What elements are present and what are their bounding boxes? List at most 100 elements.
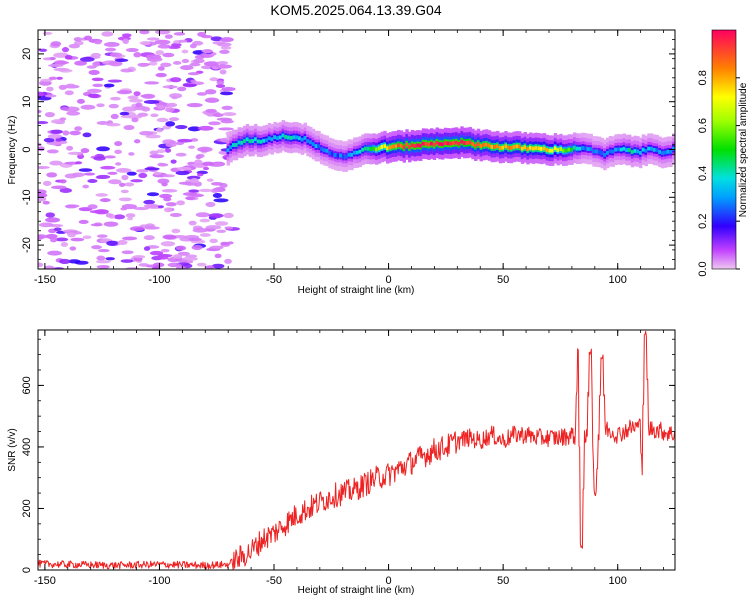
ridge-cell (256, 139, 261, 144)
noise-blob (197, 146, 213, 152)
ridge-cell (342, 154, 346, 159)
ridge-cell (375, 147, 379, 152)
noise-blob (47, 250, 62, 256)
noise-blob (168, 117, 180, 122)
noise-blob (219, 69, 227, 75)
ridge-cell (328, 151, 332, 155)
noise-blob (120, 189, 129, 194)
noise-blob (169, 212, 182, 217)
noise-blob (122, 38, 130, 44)
ridge-cell (361, 147, 365, 152)
ridge-cell (534, 146, 538, 150)
noise-blob (220, 37, 234, 43)
ridge-cell (581, 146, 585, 150)
noise-blob (141, 106, 151, 112)
noise-blob (222, 112, 237, 117)
ridge-cell (254, 137, 258, 142)
noise-blob (216, 80, 225, 85)
ridge-cell (652, 147, 657, 152)
ridge-cell (388, 145, 393, 150)
noise-blob (191, 244, 203, 251)
noise-blob (213, 198, 229, 203)
ridge-cell (496, 144, 500, 149)
noise-blob (165, 107, 175, 113)
noise-blob (139, 131, 154, 136)
noise-blob (107, 171, 118, 175)
noise-blob (123, 125, 135, 131)
ridge-cell (573, 145, 577, 150)
noise-blob (166, 102, 178, 108)
noise-blob (146, 56, 163, 62)
ridge-cell (531, 146, 536, 151)
noise-blob (88, 69, 100, 76)
noise-blob (196, 262, 207, 267)
noise-blob (50, 41, 62, 47)
ridge-cell (606, 151, 610, 155)
noise-blob (217, 42, 232, 47)
noise-blob (203, 166, 210, 171)
noise-blob (196, 92, 208, 96)
ridge-cell (600, 151, 604, 155)
ridge-cell (309, 140, 313, 145)
noise-blob (104, 47, 117, 52)
noise-blob (61, 47, 70, 53)
noise-blob (66, 145, 74, 151)
ridge-cell (507, 145, 511, 150)
ridge-cell (383, 144, 387, 149)
ridge-cell (438, 142, 442, 146)
y-tick-label: -20 (21, 237, 33, 253)
noise-blob (44, 112, 55, 118)
noise-blob (157, 104, 165, 110)
noise-blob (170, 159, 177, 164)
ridge-cell (314, 144, 318, 149)
noise-blob (152, 262, 165, 268)
ridge-cell (284, 135, 288, 139)
noise-blob (106, 240, 118, 246)
spectrogram-ridge (226, 120, 675, 172)
y-tick-label: 600 (21, 376, 33, 394)
noise-blob (205, 201, 216, 208)
noise-blob (188, 189, 200, 193)
noise-blob (210, 188, 220, 193)
ridge-cell (592, 149, 596, 154)
noise-blob (96, 146, 110, 152)
noise-blob (96, 121, 110, 125)
ridge-cell (273, 135, 277, 140)
noise-blob (38, 109, 42, 114)
ridge-cell (639, 150, 643, 155)
ridge-cell (317, 144, 321, 149)
ridge-cell (402, 145, 406, 150)
spectrogram-x-axis: -150 -100 -50 0 50 100 (34, 30, 664, 286)
noise-blob (218, 127, 234, 131)
ridge-cell (339, 153, 343, 158)
ridge-cell (245, 137, 250, 142)
noise-blob (110, 113, 119, 120)
noise-blob (128, 152, 135, 156)
spectrogram-x-label: Height of straight line (km) (298, 285, 415, 296)
noise-blob (140, 94, 154, 98)
noise-blob (163, 207, 173, 213)
ridge-cell (226, 148, 230, 153)
noise-blob (108, 60, 123, 67)
noise-blob (127, 95, 139, 100)
noise-blob (82, 235, 92, 240)
noise-blob (158, 256, 169, 260)
noise-blob (69, 246, 77, 251)
noise-blob (175, 124, 188, 130)
noise-blob (126, 171, 137, 176)
noise-blob (42, 180, 52, 186)
ridge-cell (564, 148, 569, 153)
noise-blob (76, 98, 85, 104)
ridge-cell (578, 146, 582, 151)
noise-blob (203, 61, 220, 67)
noise-blob (64, 173, 78, 179)
noise-blob (171, 42, 182, 47)
ridge-cell (295, 135, 299, 140)
ridge-cell (298, 136, 302, 141)
ridge-cell (336, 153, 340, 158)
noise-blob (56, 76, 63, 80)
noise-blob (212, 113, 224, 118)
noise-blob (87, 204, 98, 210)
noise-blob (220, 119, 234, 124)
noise-blob (96, 103, 105, 108)
